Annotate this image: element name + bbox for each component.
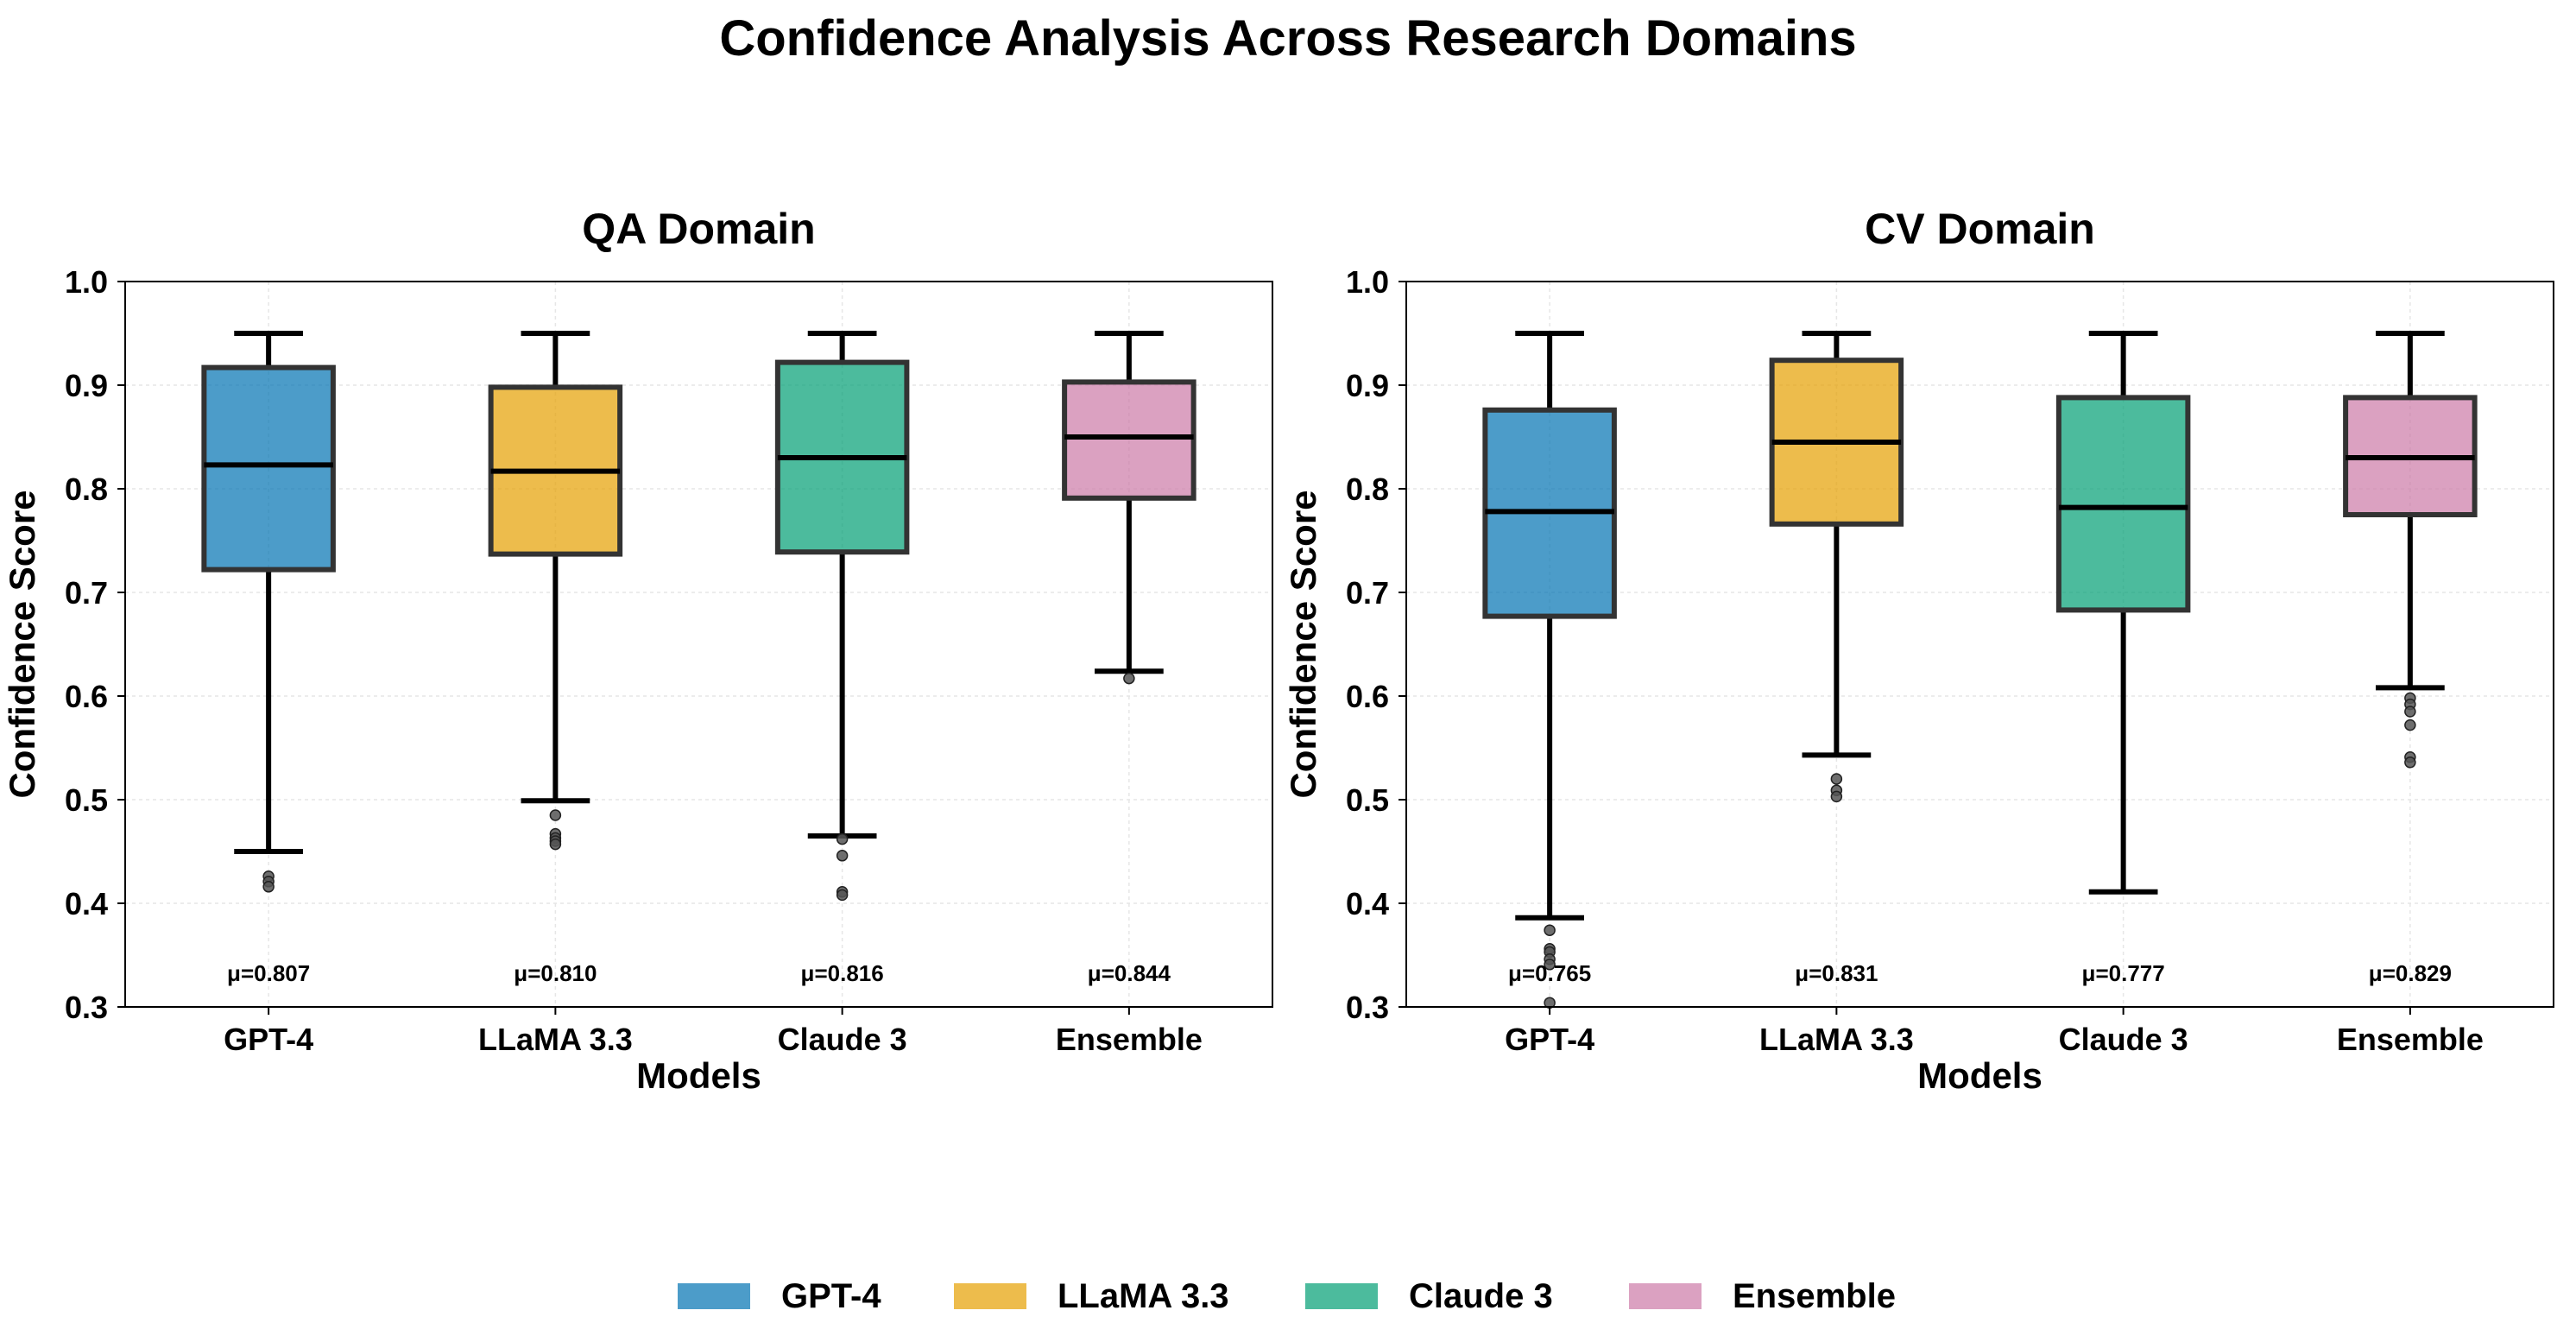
legend-entry-gpt-4: GPT-4 (678, 1277, 881, 1315)
x-tick-label: LLaMA 3.3 (1759, 1022, 1914, 1057)
outlier-point (1544, 924, 1556, 936)
legend-swatch (678, 1283, 750, 1309)
mean-label: μ=0.765 (1508, 960, 1591, 986)
outlier-point (1544, 959, 1556, 971)
x-tick-label: Claude 3 (778, 1022, 907, 1057)
y-tick-label: 0.6 (65, 679, 108, 714)
y-tick-label: 0.5 (65, 782, 108, 818)
outlier-point (836, 889, 849, 902)
y-tick-label: 0.3 (65, 990, 108, 1025)
axes-frame (124, 281, 1273, 1008)
box-claude-3: μ=0.816 (774, 331, 910, 986)
legend-swatch (1305, 1283, 1378, 1309)
panel-title: QA Domain (582, 205, 815, 253)
y-tick-label: 0.4 (1346, 886, 1389, 921)
outlier-point (2404, 756, 2416, 769)
box-ensemble: μ=0.829 (2343, 331, 2478, 986)
legend-label: LLaMA 3.3 (1058, 1277, 1229, 1315)
mean-label: μ=0.810 (514, 960, 597, 986)
y-tick-label: 0.9 (65, 368, 108, 403)
outlier-point (2404, 706, 2416, 718)
iqr-box (2055, 395, 2191, 613)
legend: GPT-4 LLaMA 3.3 Claude 3 Ensemble (678, 1277, 1896, 1315)
mean-label: μ=0.829 (2369, 960, 2452, 986)
y-tick-label: 0.8 (65, 472, 108, 507)
qa-domain-panel: QA Domain 0.3 0.4 0.5 0.6 0.7 0.8 0.9 1.0 μ=0.807… (2, 205, 1273, 1096)
box-gpt-4: μ=0.765 (1482, 331, 1617, 1009)
legend-label: GPT-4 (781, 1277, 881, 1315)
legend-label: Claude 3 (1409, 1277, 1553, 1315)
mean-label: μ=0.831 (1795, 960, 1878, 986)
x-tick-label: Claude 3 (2059, 1022, 2188, 1057)
box-llama-3-3: μ=0.831 (1769, 331, 1904, 986)
outlier-point (836, 832, 849, 845)
x-tick-label: Ensemble (1056, 1022, 1203, 1057)
box-claude-3: μ=0.777 (2055, 331, 2191, 986)
legend-swatch (954, 1283, 1026, 1309)
outlier-point (1123, 672, 1135, 685)
outlier-point (262, 881, 275, 893)
y-tick-label: 0.8 (1346, 472, 1389, 507)
mean-label: μ=0.807 (227, 960, 310, 986)
outlier-point (2404, 718, 2416, 731)
box-ensemble: μ=0.844 (1062, 331, 1196, 986)
outlier-point (549, 838, 562, 851)
y-tick-label: 1.0 (65, 264, 108, 300)
outlier-point (1830, 773, 1843, 785)
legend-entry-llama-3-3: LLaMA 3.3 (954, 1277, 1229, 1315)
mean-label: μ=0.777 (2082, 960, 2165, 986)
outlier-point (836, 850, 849, 862)
y-tick-label: 0.3 (1346, 990, 1389, 1025)
mean-label: μ=0.816 (801, 960, 884, 986)
legend-entry-ensemble: Ensemble (1629, 1277, 1896, 1315)
panel-title: CV Domain (1865, 205, 2095, 253)
y-tick-label: 0.5 (1346, 782, 1389, 818)
box-gpt-4: μ=0.807 (201, 331, 336, 986)
legend-label: Ensemble (1733, 1277, 1896, 1315)
box-llama-3-3: μ=0.810 (488, 331, 623, 986)
y-tick-label: 0.4 (65, 886, 108, 921)
cv-domain-panel: CV Domain 0.3 0.4 0.5 0.6 0.7 0.8 0.9 1.0 μ=0.765… (1283, 205, 2554, 1096)
iqr-box (201, 364, 336, 573)
x-axis-label: Models (1917, 1055, 2042, 1096)
outlier-point (549, 809, 562, 821)
x-tick-label: Ensemble (2337, 1022, 2484, 1057)
legend-swatch (1629, 1283, 1702, 1309)
y-tick-label: 0.6 (1346, 679, 1389, 714)
x-tick-label: GPT-4 (1505, 1022, 1594, 1057)
x-tick-label: LLaMA 3.3 (478, 1022, 633, 1057)
y-tick-label: 0.7 (65, 575, 108, 611)
y-axis-label: Confidence Score (2, 490, 42, 798)
outlier-point (1830, 790, 1843, 803)
y-axis-label: Confidence Score (1283, 490, 1323, 798)
figure-title: Confidence Analysis Across Research Doma… (719, 10, 1856, 66)
y-tick-label: 0.9 (1346, 368, 1389, 403)
legend-entry-claude-3: Claude 3 (1305, 1277, 1553, 1315)
y-tick-label: 1.0 (1346, 264, 1389, 300)
y-tick-label: 0.7 (1346, 575, 1389, 611)
x-tick-label: GPT-4 (224, 1022, 313, 1057)
iqr-box (1062, 379, 1196, 501)
x-axis-label: Models (636, 1055, 761, 1096)
mean-label: μ=0.844 (1088, 960, 1171, 986)
axes-frame (1405, 281, 2554, 1008)
